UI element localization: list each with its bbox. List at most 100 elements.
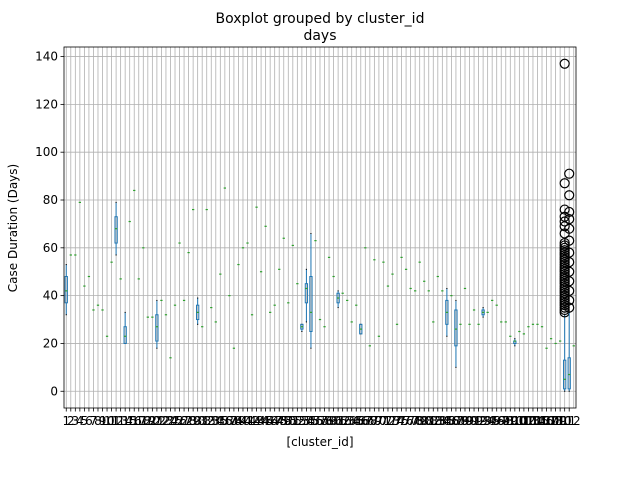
flier-point xyxy=(564,206,575,218)
x-tick-label: 64 xyxy=(344,414,359,428)
x-tick-label: 20 xyxy=(145,414,160,428)
x-tick-label: 17 xyxy=(131,414,146,428)
flier-point xyxy=(564,235,575,246)
x-tick-label: 11 xyxy=(104,414,119,428)
x-tick-label: 21 xyxy=(149,414,164,428)
x-tick-label: 82 xyxy=(426,414,441,428)
x-tick-label: 81 xyxy=(421,414,436,428)
flier-point xyxy=(564,190,575,201)
x-tick-label: 15 xyxy=(122,414,137,428)
x-tick-label: 55 xyxy=(303,414,318,428)
x-tick-label: 1 xyxy=(62,414,70,428)
box-55 xyxy=(309,232,313,349)
x-tick-label: 107 xyxy=(535,414,558,428)
x-tick-label: 67 xyxy=(358,414,373,428)
x-tick-label: 31 xyxy=(195,414,210,428)
x-tick-label: 24 xyxy=(163,414,178,428)
box-iqr xyxy=(563,359,567,390)
y-tick-label: 100 xyxy=(35,145,58,159)
box-21 xyxy=(155,299,159,349)
x-tick-label: 100 xyxy=(503,414,526,428)
x-tick-label: 33 xyxy=(204,414,219,428)
x-tick-label: 51 xyxy=(285,414,300,428)
x-tick-label: 103 xyxy=(517,414,540,428)
x-tick-label: 80 xyxy=(417,414,432,428)
x-tick-label: 102 xyxy=(512,414,535,428)
x-tick-label: 72 xyxy=(380,414,395,428)
y-axis-label: Case Duration (Days) xyxy=(6,164,20,292)
flier-point xyxy=(564,168,575,179)
x-tick-label: 93 xyxy=(475,414,490,428)
x-axis: 1234567891011121314151617181920212223242… xyxy=(62,408,581,428)
x-tick-label: 98 xyxy=(498,414,513,428)
x-tick-label: 85 xyxy=(439,414,454,428)
plot-area xyxy=(64,58,575,392)
box-85 xyxy=(445,287,449,337)
x-tick-label: 97 xyxy=(494,414,509,428)
x-tick-label: 106 xyxy=(531,414,554,428)
x-tick-label: 27 xyxy=(176,414,191,428)
x-tick-label: 79 xyxy=(412,414,427,428)
box-iqr xyxy=(567,357,571,390)
x-tick-label: 8 xyxy=(94,414,102,428)
x-tick-label: 74 xyxy=(389,414,404,428)
y-tick-label: 60 xyxy=(43,241,58,255)
x-tick-label: 56 xyxy=(308,414,323,428)
x-tick-label: 73 xyxy=(385,414,400,428)
box-iqr xyxy=(123,326,127,344)
y-tick-label: 120 xyxy=(35,97,58,111)
box-93 xyxy=(481,307,485,318)
y-tick-label: 80 xyxy=(43,193,58,207)
x-tick-label: 63 xyxy=(340,414,355,428)
x-tick-label: 39 xyxy=(231,414,246,428)
x-tick-label: 101 xyxy=(508,414,531,428)
x-tick-label: 91 xyxy=(466,414,481,428)
x-tick-label: 77 xyxy=(403,414,418,428)
flier-point xyxy=(559,178,570,189)
box-14 xyxy=(123,311,127,344)
x-tick-label: 7 xyxy=(90,414,98,428)
x-tick-label: 94 xyxy=(480,414,495,428)
x-tick-label: 109 xyxy=(544,414,567,428)
box-100 xyxy=(513,338,517,347)
x-tick-label: 84 xyxy=(435,414,450,428)
x-tick-label: 89 xyxy=(457,414,472,428)
x-axis-label: [cluster_id] xyxy=(286,435,353,449)
x-tick-label: 78 xyxy=(408,414,423,428)
x-tick-label: 60 xyxy=(326,414,341,428)
box-53 xyxy=(300,323,304,332)
x-tick-label: 46 xyxy=(263,414,278,428)
x-tick-label: 6 xyxy=(85,414,93,428)
flier-point xyxy=(564,247,575,258)
x-tick-label: 83 xyxy=(430,414,445,428)
y-axis: 0 20 40 60 80 100 120 140 xyxy=(35,50,64,398)
x-tick-label: 76 xyxy=(398,414,413,428)
y-tick-label: 140 xyxy=(35,50,58,64)
x-tick-label: 92 xyxy=(471,414,486,428)
x-tick-label: 42 xyxy=(244,414,259,428)
x-tick-label: 19 xyxy=(140,414,155,428)
box-iqr xyxy=(155,314,159,342)
x-tick-label: 65 xyxy=(349,414,364,428)
x-tick-label: 108 xyxy=(540,414,563,428)
x-tick-label: 48 xyxy=(272,414,287,428)
chart-subtitle: days xyxy=(303,28,336,44)
box-iqr xyxy=(64,276,68,304)
x-tick-label: 69 xyxy=(367,414,382,428)
box-iqr xyxy=(454,309,458,347)
x-tick-label: 4 xyxy=(76,414,84,428)
x-tick-label: 57 xyxy=(312,414,327,428)
x-tick-label: 99 xyxy=(503,414,518,428)
x-tick-label: 68 xyxy=(362,414,377,428)
box-54 xyxy=(304,268,309,323)
x-tick-label: 43 xyxy=(249,414,264,428)
x-tick-label: 32 xyxy=(199,414,214,428)
flier-point xyxy=(564,214,575,225)
x-tick-label: 5 xyxy=(81,414,89,428)
box-iqr xyxy=(114,216,118,244)
box-87 xyxy=(454,299,458,368)
x-tick-label: 12 xyxy=(108,414,123,428)
x-tick-label: 75 xyxy=(394,414,409,428)
x-tick-label: 41 xyxy=(240,414,255,428)
